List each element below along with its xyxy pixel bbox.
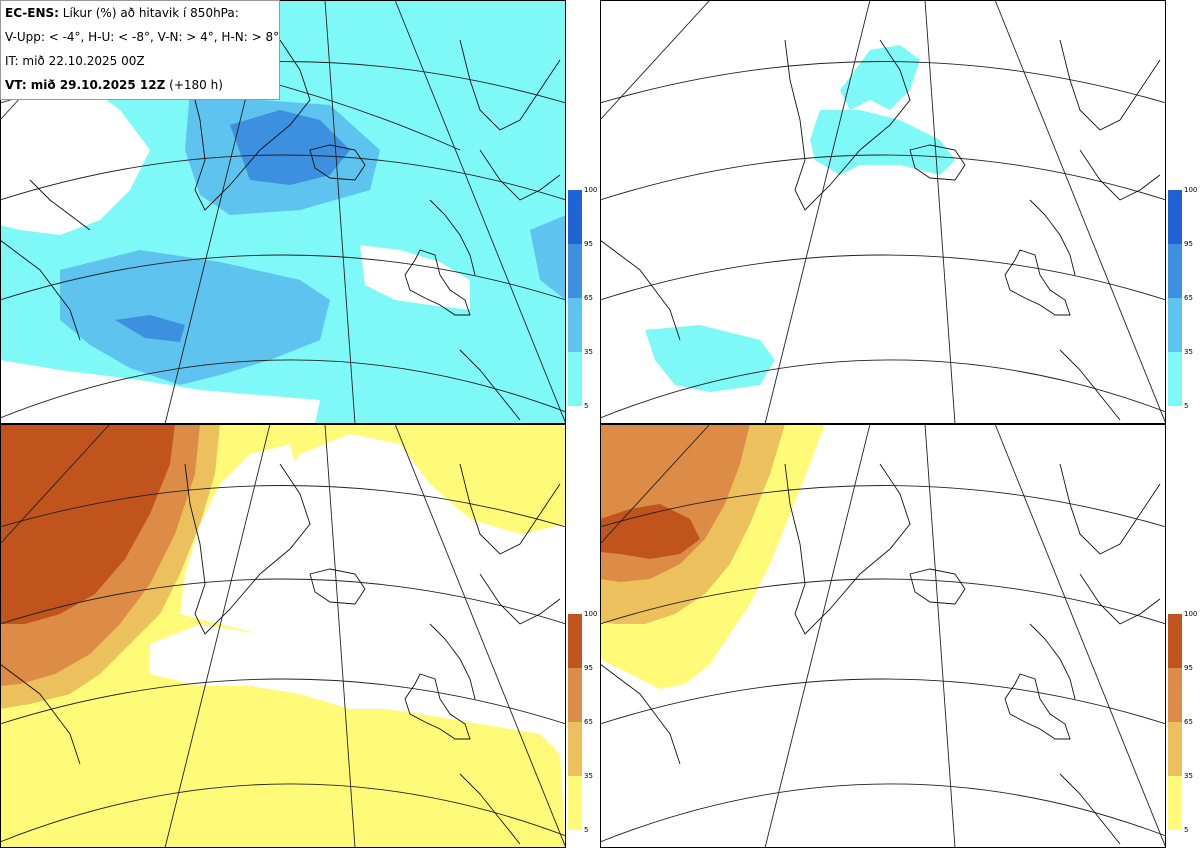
map-panel-warm-8 (600, 424, 1166, 848)
map-warm-4 (0, 424, 566, 848)
legend-swatch (1168, 352, 1182, 406)
legend-orange-right: 100 95 65 35 5 (1168, 611, 1197, 834)
legend-blue-right: 100 95 65 35 5 (1168, 187, 1197, 410)
legend-swatch (1168, 668, 1182, 722)
prob-area-5-iceland (810, 110, 955, 175)
prob-area-95 (600, 504, 700, 559)
legend-swatch (568, 614, 582, 668)
legend-tick-label: 35 (1184, 772, 1193, 780)
prob-area-35-east (530, 215, 566, 300)
legend-tick-label: 100 (584, 186, 598, 194)
legend-swatch (1168, 722, 1182, 776)
coastlines (600, 39, 1161, 421)
info-lead-time: (+180 h) (169, 78, 223, 92)
legend-tick-label: 95 (584, 240, 593, 248)
info-box: EC-ENS: Líkur (%) að hitavik í 850hPa: V… (0, 0, 280, 100)
map-cold-8 (600, 0, 1166, 424)
legend-tick-label: 35 (584, 772, 593, 780)
prob-hole-south (0, 360, 320, 424)
legend-swatch (568, 352, 582, 406)
legend-tick-label: 35 (1184, 348, 1193, 356)
legend-swatch (568, 190, 582, 244)
legend-tick-label: 100 (1184, 186, 1198, 194)
legend-tick-label: 100 (1184, 610, 1198, 618)
legend-tick-label: 95 (1184, 240, 1193, 248)
legend-tick-label: 5 (584, 402, 589, 410)
info-line-4: VT: mið 29.10.2025 12Z (+180 h) (5, 77, 275, 101)
legend-blue-left: 100 95 65 35 5 (568, 187, 597, 410)
map-warm-8 (600, 424, 1166, 848)
legend-swatch (1168, 244, 1182, 298)
prob-hole-greenland (180, 444, 300, 624)
info-valid-time: VT: mið 29.10.2025 12Z (5, 78, 166, 92)
legend-swatch (568, 668, 582, 722)
legend-tick-label: 95 (1184, 664, 1193, 672)
prob-area-5-north (840, 45, 920, 110)
prob-area-35-south (60, 250, 330, 385)
legend-swatch (568, 244, 582, 298)
legend-swatch (1168, 776, 1182, 830)
prob-area-65-south (115, 315, 185, 342)
legend-tick-label: 65 (584, 294, 593, 302)
info-title: Líkur (%) að hitavik í 850hPa: (62, 6, 239, 20)
map-panel-warm-4 (0, 424, 566, 848)
legend-tick-label: 35 (584, 348, 593, 356)
legend-tick-label: 65 (1184, 294, 1193, 302)
legend-tick-label: 95 (584, 664, 593, 672)
graticule (0, 424, 566, 848)
map-cold-4 (0, 0, 566, 424)
legend-tick-label: 100 (584, 610, 598, 618)
legend-tick-label: 65 (584, 718, 593, 726)
graticule (600, 0, 1166, 424)
legend-swatch (568, 298, 582, 352)
legend-tick-label: 5 (1184, 402, 1189, 410)
info-line-1: EC-ENS: Líkur (%) að hitavik í 850hPa: (5, 5, 275, 29)
info-line-2: V-Upp: < -4°, H-U: < -8°, V-N: > 4°, H-N… (5, 30, 280, 44)
map-panel-cold-8 (600, 0, 1166, 424)
legend-swatch (1168, 190, 1182, 244)
map-panel-cold-4 (0, 0, 566, 424)
legend-orange-left: 100 95 65 35 5 (568, 611, 597, 834)
prob-area-65 (230, 110, 350, 185)
legend-tick-label: 65 (1184, 718, 1193, 726)
info-model: EC-ENS: (5, 6, 59, 20)
legend-swatch (568, 722, 582, 776)
coastlines (0, 463, 561, 845)
graticule (600, 424, 1166, 848)
legend-tick-label: 5 (584, 826, 589, 834)
prob-area-95 (0, 424, 175, 624)
info-line-3: IT: mið 22.10.2025 00Z (5, 54, 145, 68)
prob-hole-west (0, 60, 150, 235)
legend-swatch (1168, 298, 1182, 352)
legend-swatch (568, 776, 582, 830)
coastlines (0, 39, 561, 421)
prob-hole-atlantic (150, 624, 566, 744)
coastlines (600, 463, 1161, 845)
legend-swatch (1168, 614, 1182, 668)
legend-tick-label: 5 (1184, 826, 1189, 834)
